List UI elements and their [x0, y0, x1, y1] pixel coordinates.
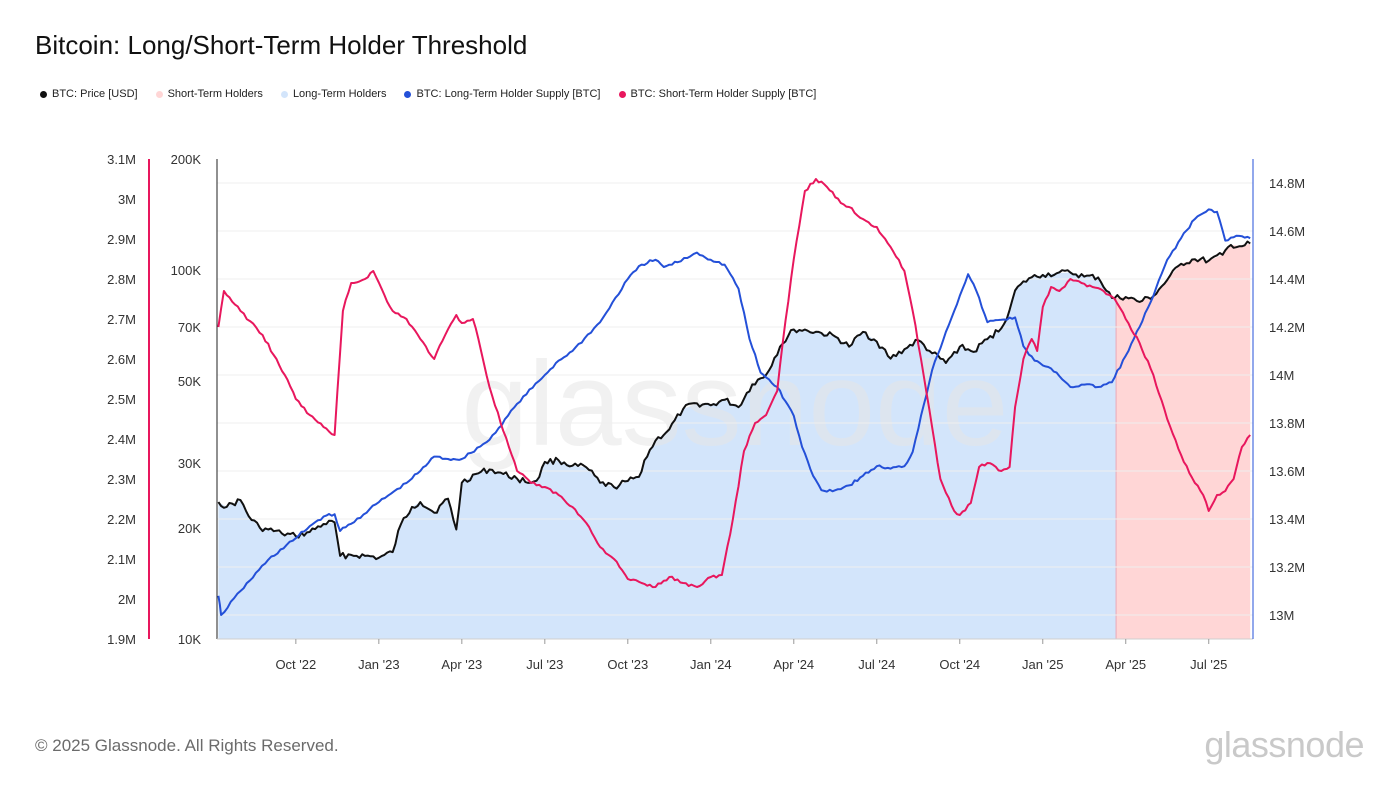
x-axis-tick-label: Apr '25: [1105, 657, 1146, 672]
sth-axis-tick-label: 3M: [118, 192, 136, 207]
legend-label: Long-Term Holders: [292, 88, 387, 100]
lth-axis-tick-label: 13.2M: [1269, 560, 1305, 575]
axes-layer: 1.9M 2M 2.1M 2.2M 2.3M 2.4M 2.5M 2.6M 2.7M 2.8M 2.…: [107, 152, 1305, 672]
sth-axis-tick-label: 2.9M: [107, 232, 136, 247]
price-axis-tick-label: 50K: [178, 374, 201, 389]
chart-title: Bitcoin: Long/Short-Term Holder Threshol…: [35, 30, 528, 60]
legend-dot-icon: [280, 90, 288, 98]
sth-axis-tick-label: 2.2M: [107, 512, 136, 527]
price-axis-tick-label: 10K: [178, 632, 201, 647]
lth-axis-tick-label: 13.4M: [1269, 512, 1305, 527]
price-axis-tick-label: 30K: [178, 456, 201, 471]
grid-layer: [217, 182, 1253, 616]
sth-axis-tick-label: 2.3M: [107, 472, 136, 487]
lth-axis-tick-label: 13M: [1269, 608, 1294, 623]
series-layer: [217, 178, 1251, 616]
long-term-holders-area: [218, 272, 1117, 639]
legend-dot-icon: [404, 90, 412, 98]
x-axis-tick-label: Oct '23: [607, 657, 648, 672]
legend-item-price[interactable]: BTC: Price [USD]: [40, 88, 138, 100]
price-axis-tick-label: 70K: [178, 320, 201, 335]
sth-axis-tick-label: 2.4M: [107, 432, 136, 447]
lth-supply-line: [217, 208, 1251, 616]
price-axis-tick-label: 100K: [171, 263, 202, 278]
sth-axis-tick-label: 3.1M: [107, 152, 136, 167]
sth-axis-tick-label: 2.7M: [107, 312, 136, 327]
legend-item-sth-supply[interactable]: BTC: Short-Term Holder Supply [BTC]: [618, 88, 817, 100]
legend-item-long-term-holders[interactable]: Long-Term Holders: [280, 88, 387, 100]
legend-dot-icon: [40, 90, 47, 98]
sth-supply-line: [217, 178, 1251, 589]
x-axis-tick-label: Apr '23: [441, 657, 482, 672]
regime-fill-layer: [218, 243, 1251, 639]
glassnode-logo: glassnode: [1204, 724, 1364, 765]
legend-label: BTC: Long-Term Holder Supply [BTC]: [416, 88, 601, 100]
legend-dot-icon: [155, 90, 163, 98]
price-axis-tick-label: 200K: [171, 152, 202, 167]
short-term-holders-area: [1116, 243, 1251, 639]
x-axis-tick-label: Jul '23: [526, 657, 563, 672]
price-axis-tick-label: 20K: [178, 521, 201, 536]
btc-price-line: [217, 240, 1251, 561]
legend-label: Short-Term Holders: [167, 88, 263, 100]
lth-axis-tick-label: 14.6M: [1269, 224, 1305, 239]
lth-axis-tick-label: 14M: [1269, 368, 1294, 383]
legend-dot-icon: [618, 90, 626, 98]
lth-axis-tick-label: 14.4M: [1269, 272, 1305, 287]
x-axis-tick-label: Jul '25: [1190, 657, 1227, 672]
watermark-text: glassnode: [461, 337, 1008, 471]
lth-axis-tick-label: 13.8M: [1269, 416, 1305, 431]
sth-axis-tick-label: 2.1M: [107, 552, 136, 567]
legend-item-short-term-holders[interactable]: Short-Term Holders: [155, 88, 263, 100]
sth-axis-tick-label: 2M: [118, 592, 136, 607]
legend-label: BTC: Price [USD]: [52, 88, 138, 100]
lth-axis-tick-label: 14.8M: [1269, 176, 1305, 191]
x-axis-tick-label: Oct '22: [275, 657, 316, 672]
x-axis-tick-label: Jan '23: [358, 657, 400, 672]
x-axis-tick-label: Jan '24: [690, 657, 732, 672]
x-axis-tick-label: Jan '25: [1022, 657, 1064, 672]
sth-axis-tick-label: 2.5M: [107, 392, 136, 407]
x-axis-tick-label: Oct '24: [939, 657, 980, 672]
sth-axis-tick-label: 2.8M: [107, 272, 136, 287]
copyright-footer: © 2025 Glassnode. All Rights Reserved.: [35, 736, 339, 755]
lth-axis-tick-label: 13.6M: [1269, 464, 1305, 479]
x-axis-tick-label: Jul '24: [858, 657, 895, 672]
lth-axis-tick-label: 14.2M: [1269, 320, 1305, 335]
sth-axis-tick-label: 1.9M: [107, 632, 136, 647]
sth-axis-tick-label: 2.6M: [107, 352, 136, 367]
legend-label: BTC: Short-Term Holder Supply [BTC]: [630, 88, 817, 100]
legend-item-lth-supply[interactable]: BTC: Long-Term Holder Supply [BTC]: [404, 88, 601, 100]
legend: BTC: Price [USD] Short-Term Holders Long…: [40, 88, 816, 100]
x-axis-tick-label: Apr '24: [773, 657, 814, 672]
